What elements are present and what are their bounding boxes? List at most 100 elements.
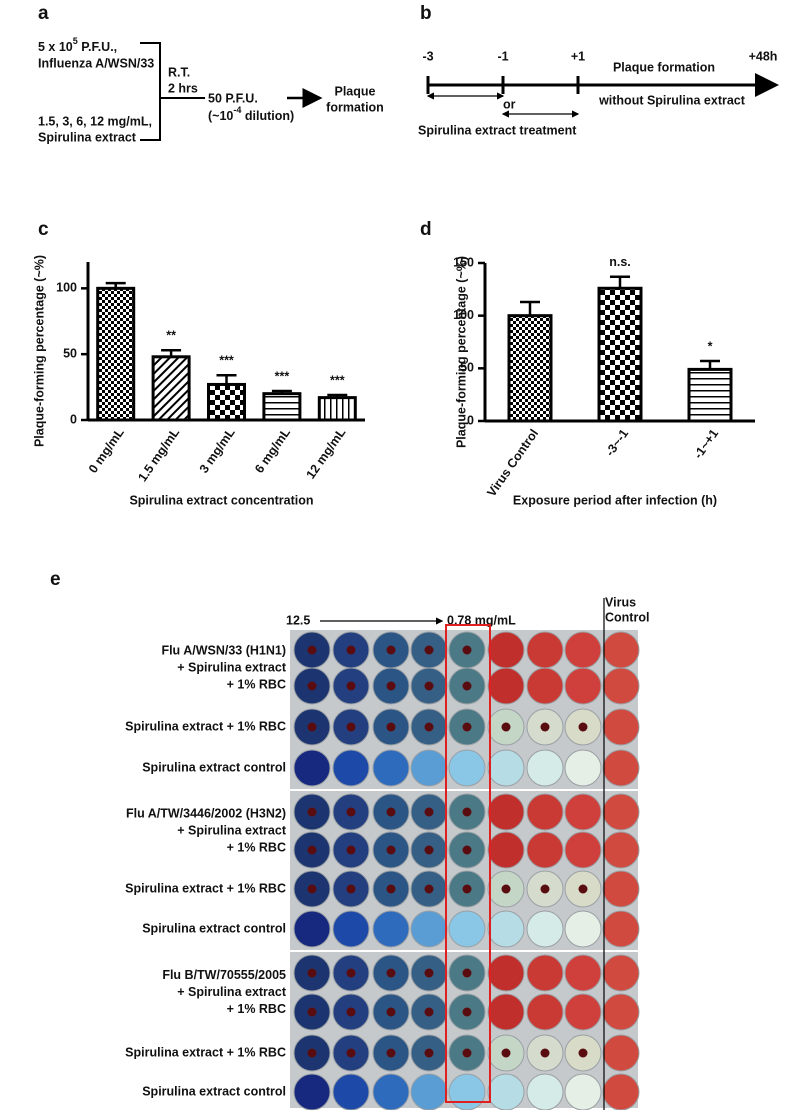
well: [602, 708, 640, 746]
rbc-pellet: [462, 968, 472, 978]
timepoint: +48h: [749, 49, 778, 63]
text-part: (~10: [208, 109, 233, 123]
well: [564, 1073, 602, 1110]
y-tick-label: 50: [460, 361, 474, 375]
well: [526, 631, 564, 669]
well: [332, 1073, 370, 1110]
rbc-pellet: [307, 722, 317, 732]
well: [487, 910, 525, 948]
well: [564, 631, 602, 669]
rbc-pellet: [424, 722, 434, 732]
row-label: Flu A/TW/3446/2002 (H3N2): [126, 806, 286, 820]
highlight-box: [445, 624, 491, 1103]
end-conc: 0.78 mg/mL: [447, 613, 516, 627]
rbc-pellet: [462, 1007, 472, 1017]
control-label: Virus: [605, 595, 636, 609]
strain: Influenza A/WSN/33: [38, 56, 154, 70]
rbc-pellet: [307, 968, 317, 978]
bar: [207, 382, 246, 422]
rbc-pellet: [540, 1048, 550, 1058]
row-label: Spirulina extract control: [142, 760, 286, 774]
superscript: -4: [233, 105, 241, 115]
rbc-pellet: [540, 722, 550, 732]
after-text: without Spirulina extract: [598, 93, 746, 107]
rbc-pellet: [424, 884, 434, 894]
bar: [262, 392, 302, 422]
rbc-pellet: [424, 807, 434, 817]
rbc-pellet: [386, 807, 396, 817]
well: [526, 910, 564, 948]
rbc-pellet: [462, 681, 472, 691]
rbc-pellet: [307, 845, 317, 855]
rbc-pellet: [346, 845, 356, 855]
well: [526, 749, 564, 787]
rbc-pellet: [386, 1007, 396, 1017]
rbc-pellet: [307, 681, 317, 691]
timepoint: -3: [422, 49, 433, 63]
well: [564, 793, 602, 831]
bar: [597, 286, 643, 423]
extract-line: Spirulina extract: [38, 130, 137, 144]
well: [487, 1073, 525, 1110]
well: [602, 631, 640, 669]
x-tick-label: 6 mg/mL: [252, 425, 293, 475]
well: [372, 910, 410, 948]
rbc-pellet: [346, 884, 356, 894]
well: [293, 910, 331, 948]
rbc-pellet: [307, 807, 317, 817]
y-tick-label: 0: [70, 412, 77, 426]
rbc-pellet: [540, 884, 550, 894]
panel-label: d: [420, 219, 432, 240]
well: [564, 831, 602, 869]
row-label: + 1% RBC: [227, 677, 286, 691]
rbc-pellet: [307, 884, 317, 894]
rbc-pellet: [346, 1048, 356, 1058]
rbc-pellet: [307, 1048, 317, 1058]
rbc-pellet: [386, 645, 396, 655]
well: [526, 954, 564, 992]
well: [410, 910, 448, 948]
rbc-pellet: [386, 681, 396, 691]
superscript: 5: [73, 36, 78, 46]
well: [602, 954, 640, 992]
well: [602, 870, 640, 908]
incubation: R.T.: [168, 65, 190, 79]
rbc-pellet: [346, 807, 356, 817]
rbc-pellet: [424, 645, 434, 655]
x-axis-label: Spirulina extract concentration: [129, 493, 313, 507]
row-label: + Spirulina extract: [177, 823, 287, 837]
well: [526, 831, 564, 869]
well: [602, 667, 640, 705]
well: [602, 993, 640, 1031]
wells: [290, 631, 640, 1110]
rbc-pellet: [346, 1007, 356, 1017]
well: [564, 993, 602, 1031]
well: [293, 749, 331, 787]
text-part: dilution): [241, 109, 294, 123]
well: [564, 954, 602, 992]
x-tick-label: -1~+1: [691, 427, 721, 462]
rbc-pellet: [501, 884, 511, 894]
row-label: + Spirulina extract: [177, 985, 287, 999]
rbc-pellet: [346, 722, 356, 732]
well: [602, 910, 640, 948]
rbc-pellet: [501, 1048, 511, 1058]
annotation: *: [708, 339, 713, 353]
row-label: Spirulina extract + 1% RBC: [125, 1045, 286, 1059]
well: [487, 831, 525, 869]
x-axis-label: Exposure period after infection (h): [513, 493, 717, 507]
rbc-pellet: [424, 1007, 434, 1017]
or-text: or: [503, 97, 516, 111]
dose: 50 P.F.U.: [208, 91, 258, 105]
virus-dose: 5 x 105 P.F.U.,: [38, 36, 117, 54]
rbc-pellet: [386, 722, 396, 732]
well: [564, 667, 602, 705]
rbc-pellet: [386, 884, 396, 894]
rbc-pellet: [346, 645, 356, 655]
x-tick-label: -3~-1: [603, 427, 631, 459]
well: [332, 749, 370, 787]
x-tick-label: 0 mg/mL: [86, 425, 127, 475]
y-tick-label: 150: [453, 255, 474, 269]
well: [564, 910, 602, 948]
